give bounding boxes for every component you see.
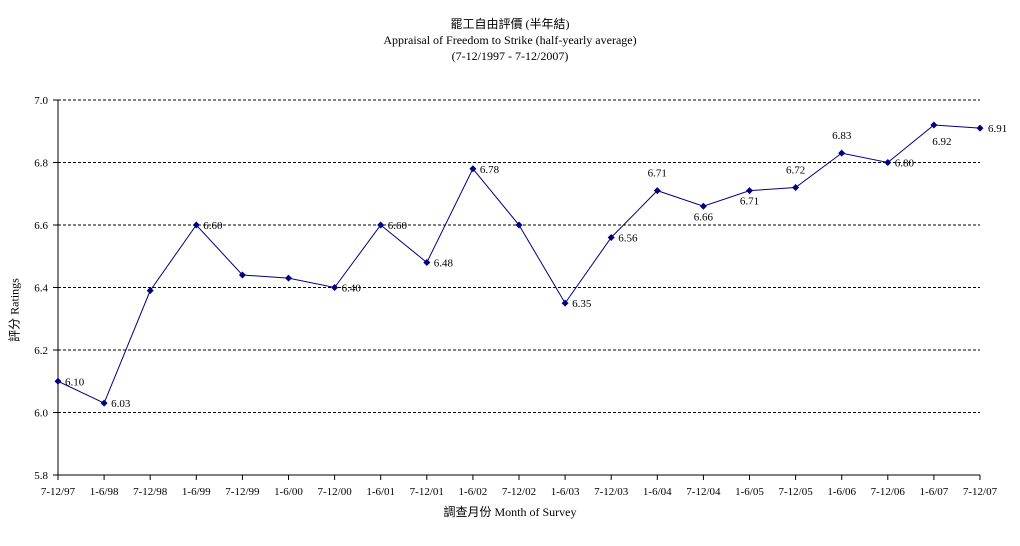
chart-subtitle: Appraisal of Freedom to Strike (half-yea… [383, 33, 637, 47]
data-point [607, 234, 615, 241]
data-point [653, 187, 661, 195]
data-point [331, 284, 339, 291]
y-tick-label: 6.2 [34, 345, 48, 357]
x-tick-label: 1-6/06 [827, 486, 856, 498]
data-point [930, 121, 938, 129]
data-point [423, 259, 431, 266]
data-label: 6.60 [203, 220, 223, 232]
y-tick-label: 6.6 [34, 220, 48, 232]
data-point [792, 184, 800, 191]
data-label: 6.78 [480, 164, 500, 176]
x-tick-label: 7-12/05 [778, 486, 813, 498]
data-point [699, 202, 707, 210]
data-point [515, 221, 523, 229]
x-tick-label: 7-12/04 [686, 486, 721, 498]
data-point [561, 299, 569, 307]
x-tick-label: 7-12/06 [871, 486, 906, 498]
data-label: 6.03 [111, 398, 131, 410]
x-tick-label: 7-12/07 [963, 486, 998, 498]
x-tick-label: 1-6/98 [90, 486, 119, 498]
series-line [57, 124, 981, 404]
x-tick-label: 1-6/07 [920, 486, 949, 498]
data-point [146, 287, 154, 295]
data-point [238, 271, 246, 279]
data-label: 6.48 [434, 258, 454, 270]
x-tick-label: 7-12/98 [133, 486, 168, 498]
data-point [100, 399, 108, 407]
x-tick-label: 1-6/02 [459, 486, 488, 498]
y-tick-label: 7.0 [34, 95, 48, 107]
x-tick-label: 7-12/01 [410, 486, 444, 498]
data-label: 6.35 [572, 298, 592, 310]
x-tick-label: 1-6/05 [735, 486, 764, 498]
data-label: 6.91 [988, 123, 1007, 135]
data-point [838, 149, 846, 157]
data-label: 6.72 [786, 165, 805, 177]
data-point [469, 165, 477, 173]
chart-title: 罷工自由評價 (半年結) [450, 17, 570, 31]
chart-subtitle-range: (7-12/1997 - 7-12/2007) [451, 49, 569, 63]
data-point [285, 274, 292, 282]
y-tick-label: 6.8 [34, 158, 48, 170]
x-tick-label: 7-12/02 [502, 486, 536, 498]
x-tick-label: 1-6/04 [643, 486, 672, 498]
data-point [884, 159, 892, 166]
data-label: 6.10 [65, 376, 85, 388]
chart-title-block: 罷工自由評價 (半年結) Appraisal of Freedom to Str… [0, 16, 1020, 64]
y-tick-label: 5.8 [34, 470, 48, 482]
x-tick-label: 1-6/03 [551, 486, 580, 498]
x-tick-label: 7-12/97 [41, 486, 76, 498]
data-point [746, 187, 753, 195]
data-label: 6.80 [895, 158, 915, 170]
x-tick-label: 7-12/00 [317, 486, 352, 498]
data-label: 6.66 [694, 211, 714, 223]
data-label: 6.92 [932, 136, 951, 148]
data-label: 6.71 [740, 196, 759, 208]
x-tick-label: 7-12/03 [594, 486, 629, 498]
data-point [377, 221, 385, 229]
data-point [192, 221, 200, 229]
x-axis-title: 調查月份 Month of Survey [443, 505, 577, 519]
x-tick-label: 1-6/99 [182, 486, 211, 498]
x-tick-label: 7-12/99 [225, 486, 260, 498]
y-tick-label: 6.0 [34, 408, 48, 420]
data-point [54, 377, 62, 385]
data-point [976, 124, 984, 132]
data-label: 6.56 [618, 233, 638, 245]
x-tick-label: 1-6/00 [274, 486, 303, 498]
data-label: 6.40 [342, 283, 362, 295]
x-tick-label: 1-6/01 [366, 486, 395, 498]
data-label: 6.60 [388, 220, 408, 232]
data-label: 6.71 [648, 168, 667, 180]
y-tick-label: 6.4 [34, 283, 48, 295]
data-label: 6.83 [832, 130, 852, 142]
